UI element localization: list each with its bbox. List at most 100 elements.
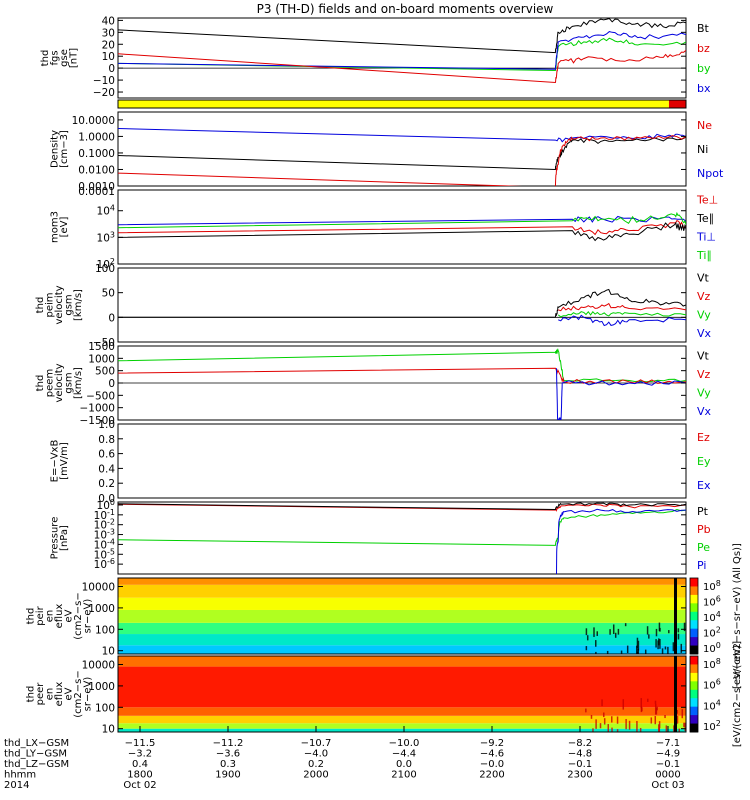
ion-spectrogram-noise bbox=[586, 646, 588, 650]
efield-legend-Ey: Ey bbox=[697, 455, 711, 468]
panel-pressure: 10010-110-210-310-410-510-6 Pressure[nPa]… bbox=[49, 498, 710, 574]
density-legend-Ne: Ne bbox=[697, 119, 712, 132]
electron-spectrogram-ytick-label-0: 10000 bbox=[82, 660, 115, 672]
density-legend-Ni: Ni bbox=[697, 143, 708, 156]
x-row-1-value-4: −4.6 bbox=[480, 749, 504, 760]
x-row-0-value-1: −11.2 bbox=[213, 738, 244, 749]
panel-fgs: 403020100−10−20thdfgsgse[nT]Btbzbybx bbox=[40, 15, 711, 99]
ion-spectrogram-noise bbox=[678, 628, 680, 632]
electron-colorbar-tick-3: 102 bbox=[703, 719, 721, 733]
ion-colorbar-step-3 bbox=[690, 603, 698, 612]
fgs-ytick-label-1: 30 bbox=[102, 27, 115, 39]
electron-spectrogram-noise bbox=[600, 723, 602, 728]
x-row-0-value-3: −10.0 bbox=[389, 738, 420, 749]
temperature-ytick-label-0: 104 bbox=[97, 204, 115, 218]
ion-spectrogram-noise bbox=[684, 623, 686, 631]
x-row-label-4: 2014 bbox=[4, 780, 29, 791]
electron-spectrogram-noise bbox=[623, 699, 625, 709]
panel-efield: 1.00.80.60.40.20.0E=−VxB[mV/m]EzEyEx bbox=[49, 419, 711, 505]
ion-spectrogram-noise bbox=[648, 634, 650, 638]
electron-colorbar-label: [eV/(cm2−s−sr−eV)] bbox=[732, 641, 743, 747]
electron-spectrogram-noise bbox=[655, 704, 657, 715]
pressure-legend-Pb: Pb bbox=[697, 523, 711, 536]
electron-spectrogram-noise bbox=[666, 725, 668, 735]
fgs-ylabel-3: [nT] bbox=[68, 48, 79, 68]
x-row-3-value-6: 0000 bbox=[655, 770, 680, 781]
efield-legend-Ex: Ex bbox=[697, 479, 711, 492]
electron-spectrogram-noise bbox=[647, 699, 649, 702]
ion-colorbar-step-7 bbox=[690, 637, 698, 646]
electron-spectrogram-edge bbox=[674, 656, 677, 732]
electron-spectrogram-noise bbox=[682, 709, 684, 718]
ion-colorbar-step-2 bbox=[690, 595, 698, 604]
density-legend-Npot: Npot bbox=[697, 167, 724, 180]
electron-spectrogram-noise bbox=[655, 701, 657, 704]
ion-spectrogram-noise bbox=[587, 635, 589, 640]
ion-spectrogram-band-3 bbox=[118, 610, 686, 623]
temperature-frame bbox=[118, 190, 686, 264]
ion-velocity-ytick-label-1: 50 bbox=[102, 288, 115, 300]
pressure-ytick-label-6: 10-6 bbox=[94, 557, 115, 571]
ion-spectrogram-noise bbox=[638, 641, 640, 651]
x-row-3-value-2: 2000 bbox=[303, 770, 328, 781]
x-row-1-value-2: −4.0 bbox=[304, 749, 328, 760]
temperature-ytick-label-1: 103 bbox=[97, 230, 115, 244]
x-row-label-1: thd_LY−GSM bbox=[4, 749, 67, 760]
fgs-ytick-label-3: 10 bbox=[102, 51, 115, 63]
ion-velocity-legend-Vz: Vz bbox=[697, 290, 711, 303]
panel-ion-velocity: 100 50 0 −50 thdpeimvelocitygsm[km/s] Vt Vz Vy V… bbox=[35, 263, 712, 349]
fgs-legend-Bt: Bt bbox=[697, 22, 710, 35]
x-row-1-value-1: −3.6 bbox=[216, 749, 240, 760]
electron-spectrogram-noise bbox=[640, 728, 642, 734]
panel-ion-spectrogram: 10000 1000 100 10 thdpeirenefluxeV(cm2−s−sr−… bbox=[26, 578, 687, 664]
x-row-4-value-6: Oct 03 bbox=[651, 780, 684, 791]
fgs-ytick-label-4: 0 bbox=[108, 63, 115, 75]
x-row-1-value-0: −3.2 bbox=[128, 749, 152, 760]
electron-colorbar-step-3 bbox=[690, 681, 698, 690]
ion-colorbar-tick-0: 108 bbox=[703, 579, 721, 593]
electron-spectrogram-noise bbox=[611, 716, 613, 722]
density-ytick-label-1: 1.0000 bbox=[78, 131, 115, 143]
x-row-0-value-0: −11.5 bbox=[125, 738, 156, 749]
electron-spectrogram-noise bbox=[601, 699, 603, 706]
x-row-2-value-2: 0.2 bbox=[308, 759, 324, 770]
ion-velocity-ytick-label-2: 0 bbox=[108, 312, 115, 324]
electron-colorbar-step-6 bbox=[690, 707, 698, 716]
ion-velocity-legend-Vt: Vt bbox=[697, 271, 710, 284]
ion-spectrogram-band-5 bbox=[118, 585, 686, 598]
electron-spectrogram-noise bbox=[664, 715, 666, 718]
ion-spectrogram-noise bbox=[627, 646, 629, 653]
ion-spectrogram-noise bbox=[597, 631, 599, 636]
temperature-legend-Ti⊥: Ti⊥ bbox=[696, 230, 716, 243]
x-row-3-value-3: 2100 bbox=[391, 770, 416, 781]
electron-spectrogram-noise bbox=[636, 721, 638, 732]
electron-velocity-legend-Vx: Vx bbox=[697, 405, 712, 418]
efield-ytick-label-0: 1.0 bbox=[98, 419, 115, 431]
ion-spectrogram-edge bbox=[674, 578, 677, 654]
panel-electron-spectrogram: 10000100010010thdpeerenefluxeV(cm2−s−sr−… bbox=[26, 656, 687, 739]
ion-velocity-legend-Vx: Vx bbox=[697, 327, 712, 340]
x-row-1-value-3: −4.4 bbox=[392, 749, 416, 760]
electron-velocity-ytick-label-0: 1500 bbox=[88, 341, 115, 353]
electron-velocity-ytick-label-1: 1000 bbox=[88, 353, 115, 365]
electron-spectrogram-noise bbox=[617, 729, 619, 739]
ion-spectrogram-ytick-label-2: 100 bbox=[95, 624, 115, 636]
x-row-label-2: thd_LZ−GSM bbox=[4, 759, 69, 770]
x-row-2-value-0: 0.4 bbox=[132, 759, 148, 770]
ion-spectrogram-ytick-label-0: 10000 bbox=[82, 582, 115, 594]
pressure-legend-Pt: Pt bbox=[697, 505, 709, 518]
density-ytick-label-2: 0.1000 bbox=[78, 148, 115, 160]
ion-spectrogram-noise bbox=[615, 633, 617, 638]
electron-velocity-legend-Vt: Vt bbox=[697, 349, 710, 362]
electron-spectrogram-noise bbox=[625, 719, 627, 729]
ion-spectrogram-ylabel-6: sr−eV) bbox=[83, 599, 94, 634]
ion-velocity-ylabel-4: [km/s] bbox=[73, 289, 84, 321]
ion-spectrogram-noise bbox=[613, 624, 615, 634]
electron-colorbar-tick-0: 108 bbox=[703, 657, 721, 671]
electron-spectrogram-noise bbox=[608, 724, 610, 734]
density-ytick-label-0: 10.0000 bbox=[72, 115, 115, 127]
ion-spectrogram-band-2 bbox=[118, 623, 686, 634]
ion-spectrogram-noise bbox=[625, 623, 627, 626]
ion-spectrogram-noise bbox=[618, 629, 620, 635]
electron-colorbar-step-2 bbox=[690, 673, 698, 682]
